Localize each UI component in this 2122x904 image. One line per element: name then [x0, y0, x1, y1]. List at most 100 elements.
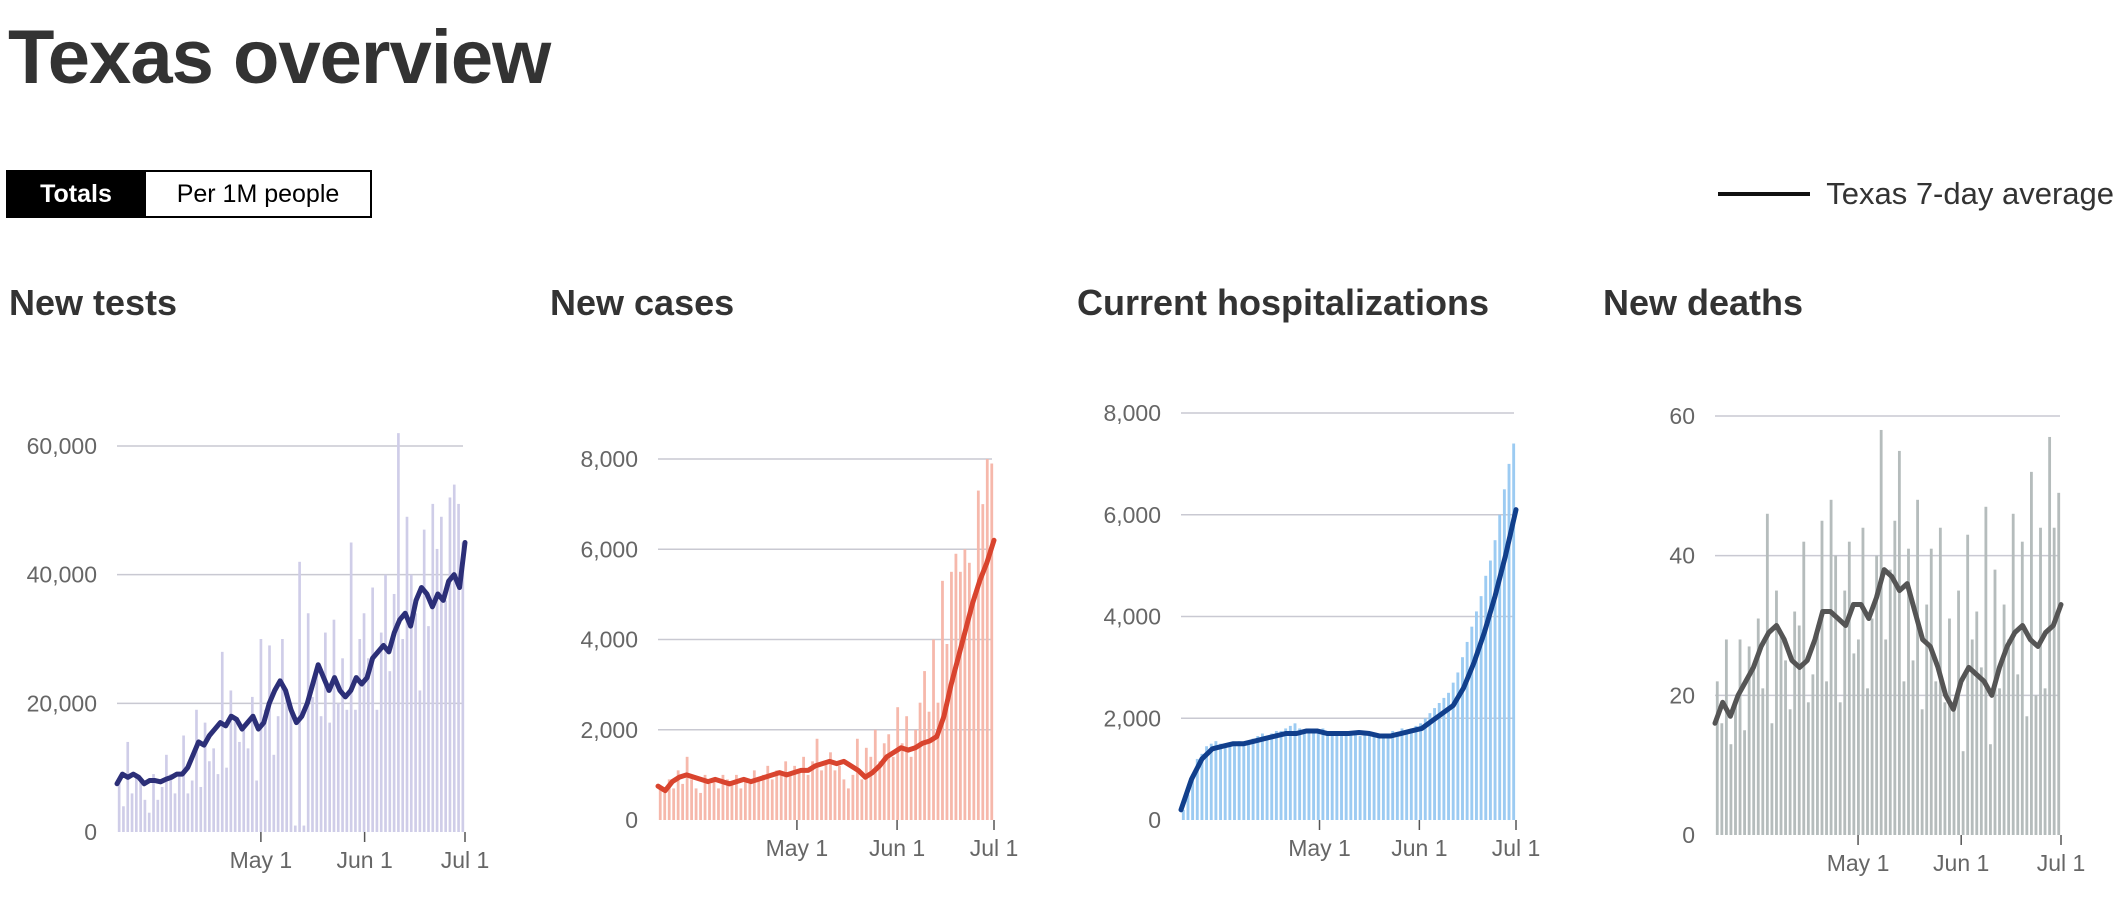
y-tick-label: 4,000 — [580, 627, 638, 653]
bar — [448, 497, 452, 832]
bar — [354, 709, 357, 832]
bar — [941, 580, 944, 820]
bar — [1265, 736, 1269, 820]
bar — [658, 788, 662, 820]
bar — [126, 741, 130, 832]
totals-toggle-button[interactable]: Totals — [8, 172, 144, 216]
bar — [1920, 709, 1924, 835]
bar — [1274, 730, 1278, 820]
legend: Texas 7-day average — [1718, 176, 2114, 212]
bar — [1984, 506, 1988, 835]
bar — [2020, 541, 2024, 835]
bar — [806, 774, 810, 821]
chart-title-new-tests: New tests — [9, 282, 178, 323]
y-tick-label: 0 — [1682, 822, 1695, 848]
x-tick-label: Jul 1 — [441, 847, 490, 873]
seven-day-average-line — [1712, 567, 2064, 726]
bar — [1456, 672, 1460, 820]
bar — [1372, 736, 1376, 820]
bar — [177, 774, 181, 832]
bar — [1779, 632, 1783, 835]
bar — [328, 722, 331, 832]
bar — [963, 549, 967, 820]
bar — [1847, 541, 1851, 835]
y-tick-label: 2,000 — [1103, 705, 1161, 731]
bar — [1251, 738, 1255, 820]
x-tick-label: Jun 1 — [336, 847, 392, 873]
bar — [2039, 527, 2042, 835]
y-tick-label: 4,000 — [1103, 604, 1161, 630]
bar — [2034, 695, 2038, 835]
bar — [923, 671, 926, 820]
bar — [341, 658, 344, 832]
bar — [199, 786, 203, 832]
bar — [2011, 513, 2015, 835]
bar — [1316, 733, 1320, 820]
bar — [272, 754, 276, 832]
bar — [1797, 625, 1801, 835]
bar — [1381, 736, 1385, 820]
bar — [225, 767, 228, 832]
bar — [139, 780, 142, 832]
bar — [152, 774, 155, 832]
bar — [842, 779, 846, 820]
bar — [246, 748, 250, 832]
bar — [735, 774, 738, 821]
bar — [388, 671, 392, 832]
bar — [1975, 611, 1979, 835]
bar — [1784, 660, 1787, 835]
y-tick-label: 20 — [1669, 682, 1695, 708]
bar — [945, 644, 949, 820]
x-tick-label: Jun 1 — [869, 835, 925, 861]
bar — [298, 561, 301, 832]
bar — [324, 632, 327, 832]
bar — [216, 774, 220, 832]
bar — [1293, 723, 1297, 820]
bar — [1934, 681, 1938, 835]
bar — [358, 639, 362, 832]
bar — [1852, 653, 1856, 835]
bar — [367, 658, 370, 832]
bar — [371, 587, 374, 832]
bar — [1288, 725, 1292, 820]
bar — [1911, 660, 1915, 835]
bar — [833, 770, 837, 820]
chart-title-current-hospitalizations: Current hospitalizations — [1077, 282, 1490, 323]
x-tick-label: Jul 1 — [1492, 835, 1541, 861]
gridlines — [658, 458, 992, 731]
bar — [1428, 713, 1432, 820]
bar — [1335, 733, 1339, 820]
bar — [784, 761, 788, 820]
bar — [1479, 596, 1483, 820]
legend-label: Texas 7-day average — [1826, 176, 2114, 211]
bar — [766, 765, 770, 820]
bar — [748, 783, 752, 820]
per-capita-toggle-button[interactable]: Per 1M people — [144, 172, 370, 216]
bar — [1423, 718, 1427, 820]
bar — [208, 761, 211, 832]
bar — [251, 696, 254, 832]
y-tick-label: 0 — [84, 819, 97, 845]
bar — [1279, 730, 1283, 820]
bar — [1952, 709, 1956, 835]
bar — [1256, 736, 1260, 820]
bar — [384, 574, 387, 832]
bar — [1395, 733, 1399, 820]
bar — [1205, 746, 1209, 820]
bar — [1870, 618, 1874, 835]
bar — [788, 774, 792, 821]
bar — [685, 756, 689, 820]
bar — [896, 707, 900, 820]
bar — [824, 761, 828, 820]
bar — [306, 613, 310, 832]
bar — [289, 709, 293, 832]
y-tick-label: 40 — [1669, 543, 1695, 569]
bar — [690, 779, 693, 820]
bar — [336, 703, 340, 832]
seven-day-average-line — [655, 537, 997, 794]
bar — [259, 639, 263, 832]
bar — [1358, 736, 1362, 820]
bar — [1993, 569, 1997, 835]
bar — [1738, 639, 1742, 835]
y-tick-label: 20,000 — [27, 690, 97, 716]
